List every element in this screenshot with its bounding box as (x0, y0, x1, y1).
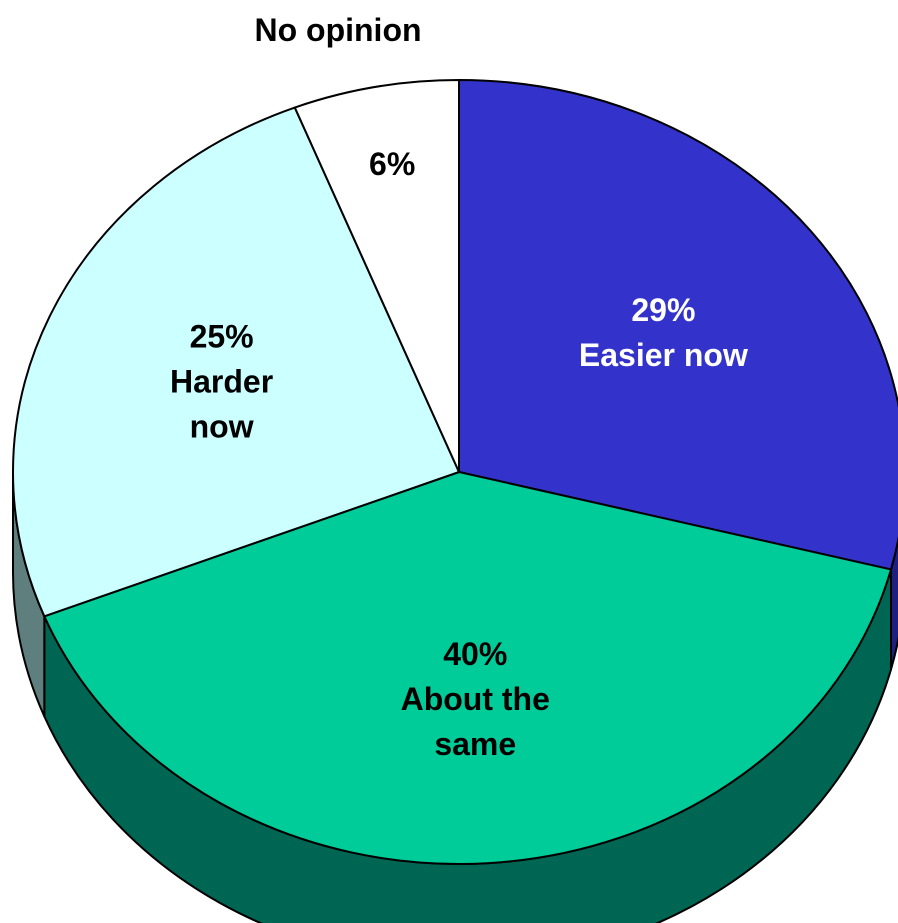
slice-category-label: Easier now (579, 337, 748, 373)
slice-category-label: now (190, 409, 254, 445)
pie-slice-0 (458, 79, 898, 571)
slice-category-label: Harder (170, 364, 273, 400)
pie-slice-3 (293, 79, 460, 473)
slice-category-label: same (434, 726, 516, 762)
slice-outside-label-3: No opinion (254, 12, 421, 48)
pie-labels: 29% Easier now 40% About the same 25% Harder no… (170, 12, 748, 762)
slice-category-label: About the (401, 681, 550, 717)
slice-value-label: 25% (190, 319, 254, 355)
slice-label-2: 25% Harder now (170, 319, 273, 445)
slice-value-label: 29% (631, 292, 695, 328)
pie-slice-2 (12, 106, 460, 618)
slice-label-3: 6% (369, 146, 415, 182)
slice-value-label: 6% (369, 146, 415, 182)
pie-slices (12, 79, 898, 865)
slice-label-0: 29% Easier now (579, 292, 748, 373)
slice-label-1: 40% About the same (401, 636, 550, 762)
slice-value-label: 40% (443, 636, 507, 672)
pie-slice-1 (43, 471, 892, 865)
